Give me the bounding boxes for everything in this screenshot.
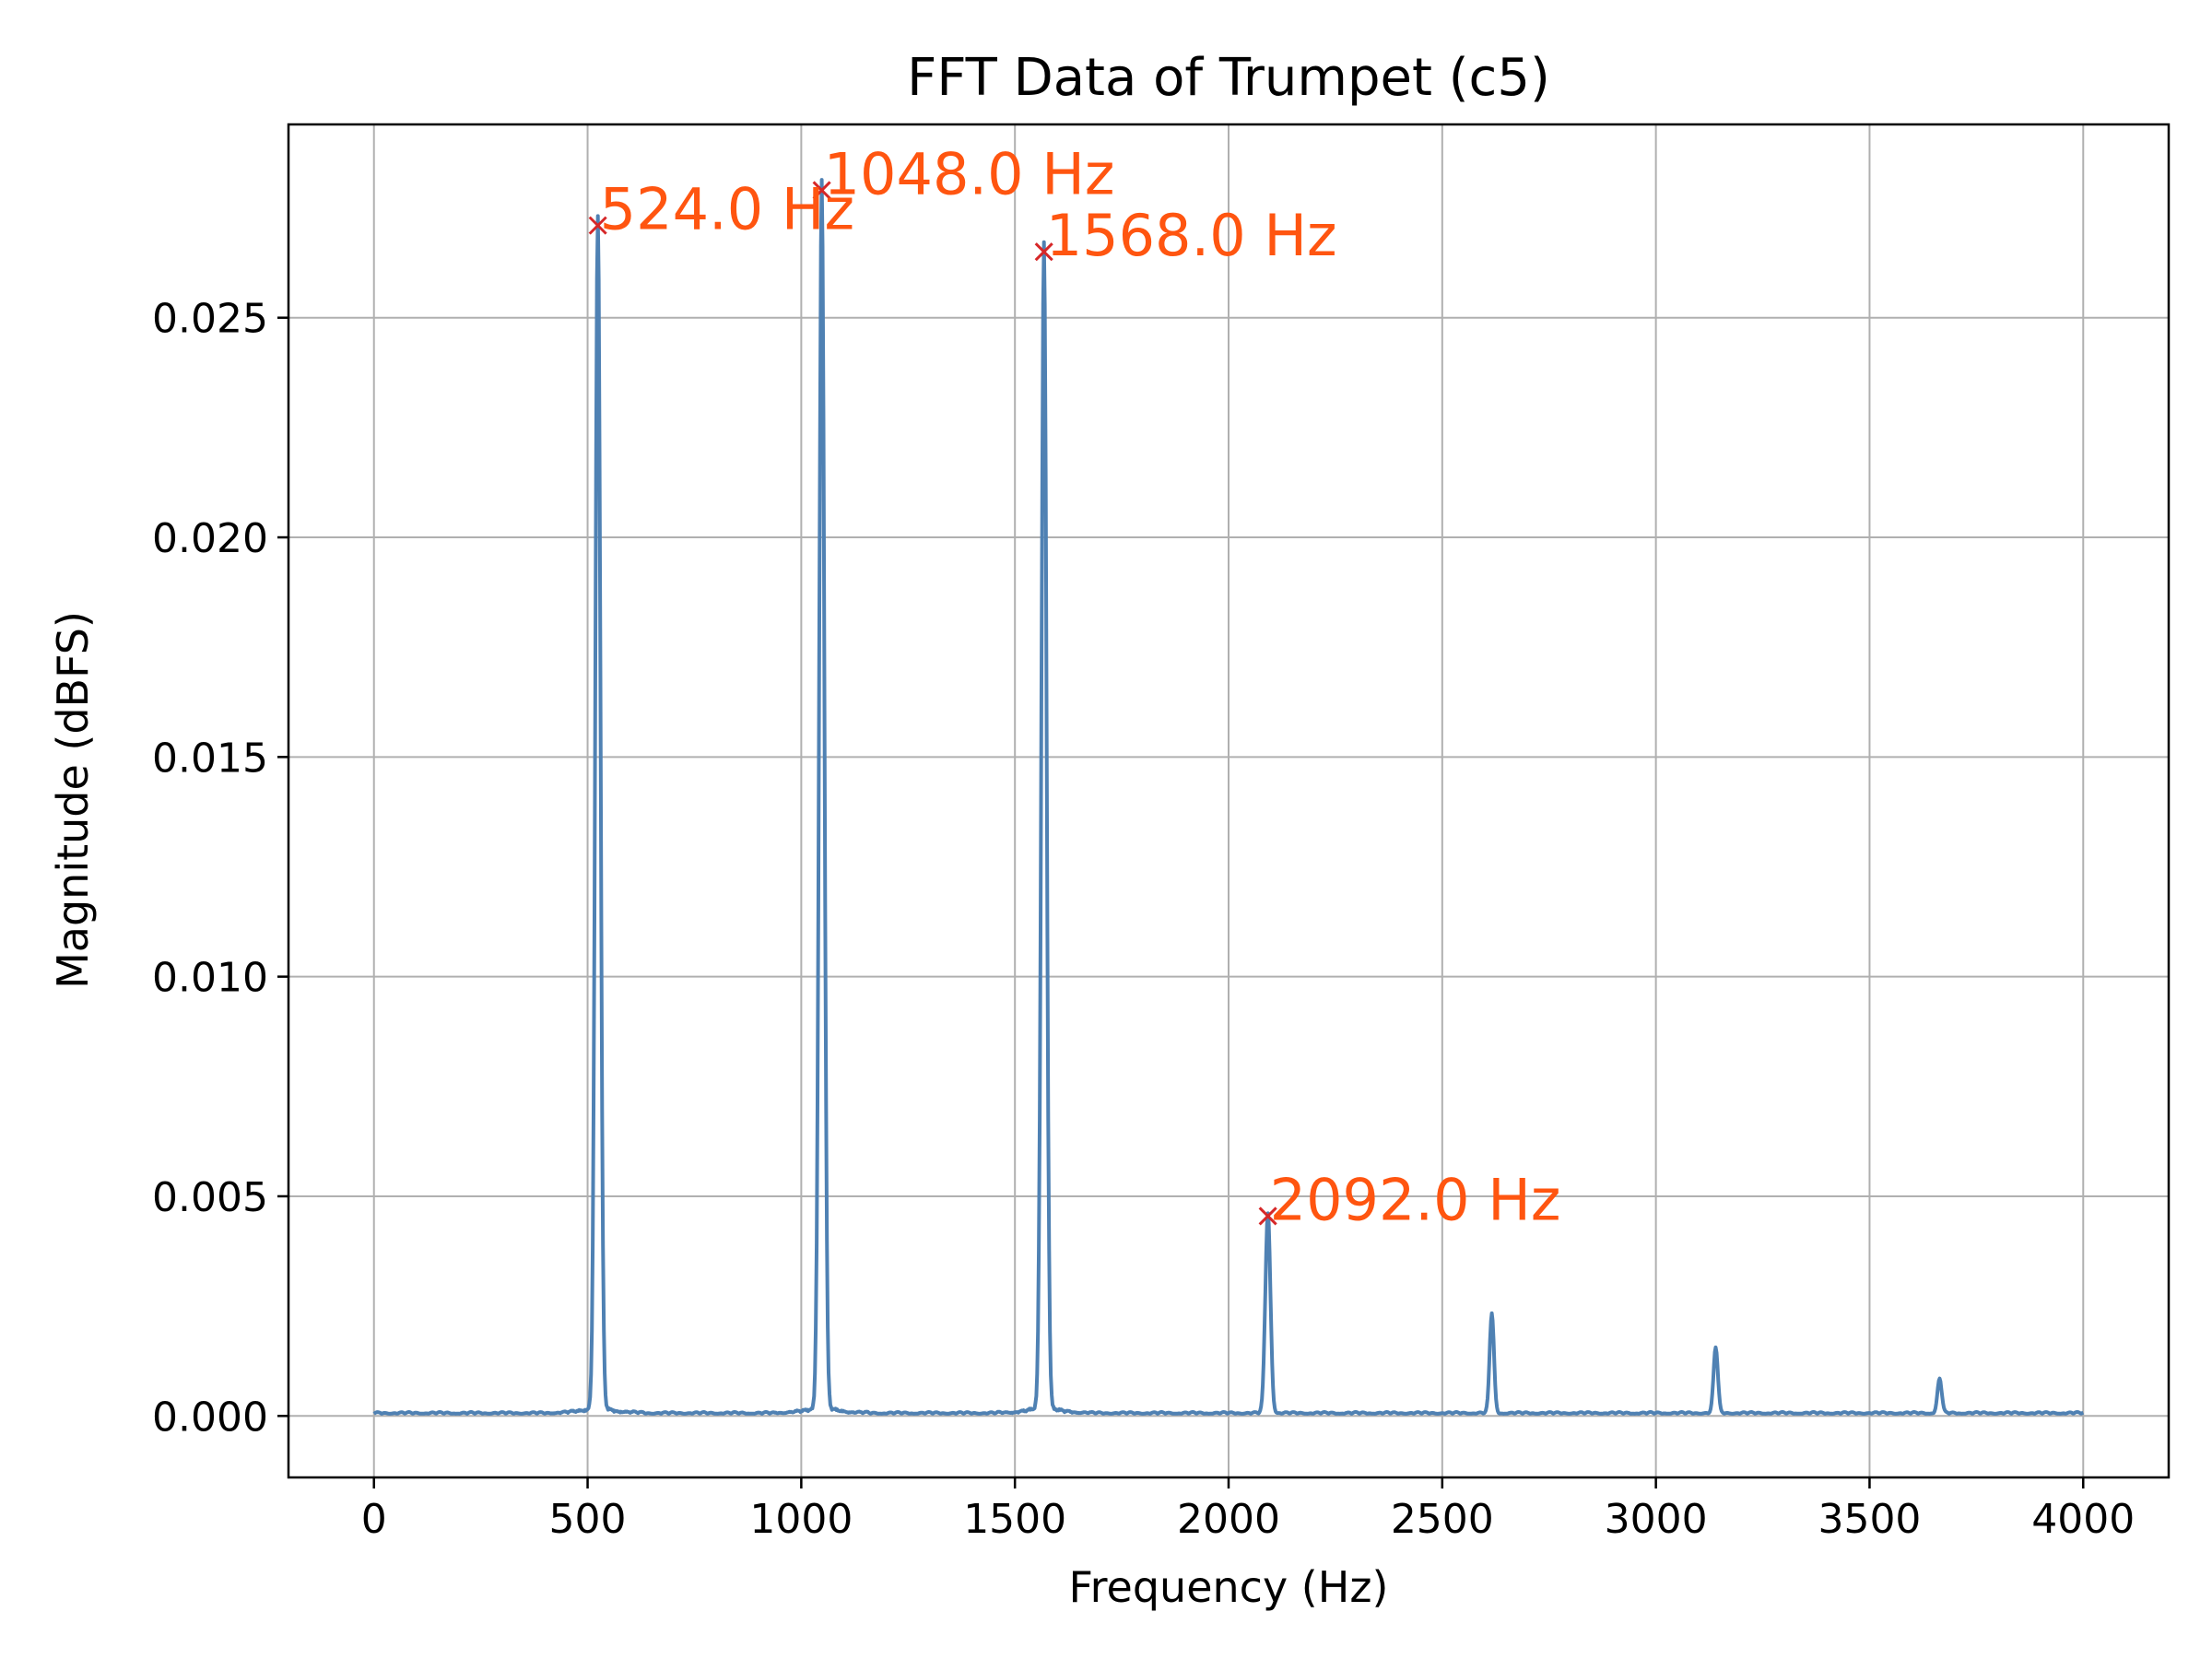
data-series (372, 178, 2085, 1416)
x-tick-label-3: 1500 (963, 1496, 1066, 1543)
peak-annotation-3: 2092.0 Hz (1270, 1166, 1561, 1233)
x-tick-label-1: 500 (549, 1496, 627, 1543)
chart-title: FFT Data of Trumpet (c5) (907, 48, 1550, 108)
x-tick-label-7: 3500 (1818, 1496, 1921, 1543)
x-tick-label-0: 0 (361, 1496, 387, 1543)
x-tick-label-8: 4000 (2031, 1496, 2135, 1543)
x-axis-ticks: 0 500 1000 1500 2000 2500 3000 3500 4000 (361, 1477, 2135, 1543)
y-tick-label-5: 0.025 (152, 296, 268, 343)
y-tick-label-0: 0.000 (152, 1394, 268, 1441)
y-tick-label-2: 0.010 (152, 955, 268, 1002)
x-tick-label-6: 3000 (1605, 1496, 1708, 1543)
x-axis-label: Frequency (Hz) (1069, 1562, 1389, 1612)
peak-marker-0 (588, 216, 607, 235)
y-tick-label-4: 0.020 (152, 515, 268, 562)
y-axis-label: Magnitude (dBFS) (48, 611, 98, 989)
x-tick-label-2: 1000 (749, 1496, 853, 1543)
peak-marker-3 (1258, 1206, 1277, 1226)
spectrum-line (372, 178, 2085, 1416)
peak-annotation-0: 524.0 Hz (600, 176, 854, 243)
peak-marker-1 (812, 181, 831, 200)
peak-marker-2 (1034, 242, 1053, 262)
y-tick-label-3: 0.015 (152, 735, 268, 782)
x-tick-label-4: 2000 (1177, 1496, 1280, 1543)
y-tick-label-1: 0.005 (152, 1174, 268, 1221)
peak-annotation-1: 1048.0 Hz (824, 140, 1115, 207)
x-tick-label-5: 2500 (1391, 1496, 1494, 1543)
grid-lines (288, 124, 2169, 1477)
peak-annotation-2: 1568.0 Hz (1046, 202, 1337, 269)
peak-markers (588, 181, 1277, 1226)
y-axis-ticks: 0.000 0.005 0.010 0.015 0.020 0.025 (152, 296, 288, 1441)
